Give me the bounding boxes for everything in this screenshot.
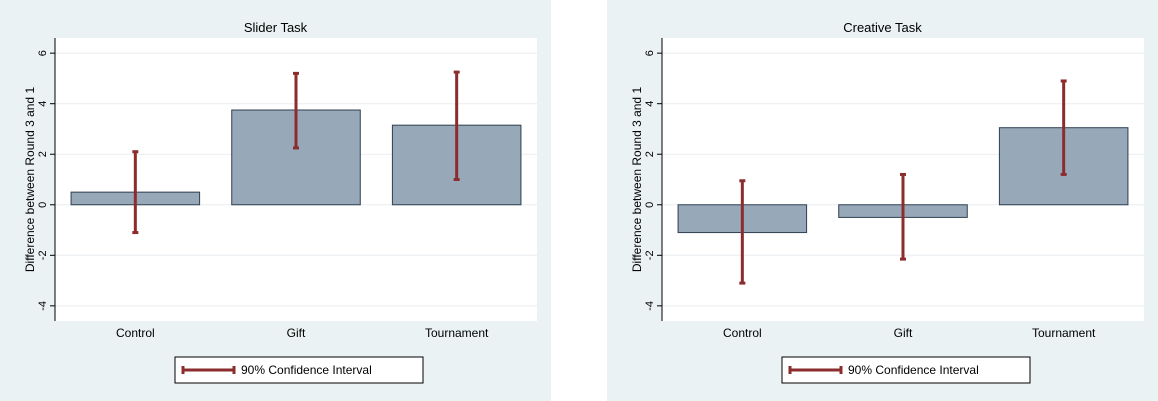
legend: 90% Confidence Interval xyxy=(782,357,1030,383)
y-tick-label: 2 xyxy=(37,151,49,157)
y-tick-label: -2 xyxy=(37,250,49,260)
chart-panel-slider: Slider Task Difference between Round 3 a… xyxy=(0,0,551,401)
chart-svg: Creative Task Difference between Round 3… xyxy=(607,0,1158,401)
chart-panel-creative: Creative Task Difference between Round 3… xyxy=(607,0,1158,401)
plot-area: -4 -2 0 2 4 6 Control Gift Tournament xyxy=(37,38,537,340)
y-tick-label: 4 xyxy=(644,101,656,107)
x-tick-label: Gift xyxy=(894,326,913,340)
y-tick-label: -2 xyxy=(644,250,656,260)
y-tick-label: 6 xyxy=(37,50,49,56)
chart-title: Creative Task xyxy=(843,20,922,35)
legend-label: 90% Confidence Interval xyxy=(848,363,979,377)
legend: 90% Confidence Interval xyxy=(175,357,423,383)
y-tick-label: -4 xyxy=(37,301,49,311)
x-tick-label: Control xyxy=(723,326,762,340)
x-tick-label: Tournament xyxy=(1032,326,1096,340)
chart-title: Slider Task xyxy=(244,20,308,35)
y-tick-label: 0 xyxy=(644,202,656,208)
x-tick-label: Gift xyxy=(287,326,306,340)
y-tick-label: 2 xyxy=(644,151,656,157)
x-tick-label: Control xyxy=(116,326,155,340)
x-tick-label: Tournament xyxy=(425,326,489,340)
y-tick-label: -4 xyxy=(644,301,656,311)
legend-label: 90% Confidence Interval xyxy=(241,363,372,377)
y-tick-label: 6 xyxy=(644,50,656,56)
y-tick-label: 4 xyxy=(37,101,49,107)
chart-svg: Slider Task Difference between Round 3 a… xyxy=(0,0,551,401)
y-tick-label: 0 xyxy=(37,202,49,208)
plot-area: -4 -2 0 2 4 6 Control Gift Tournament xyxy=(644,38,1144,340)
y-axis-label: Difference between Round 3 and 1 xyxy=(23,87,37,273)
y-axis-label: Difference between Round 3 and 1 xyxy=(630,87,644,273)
